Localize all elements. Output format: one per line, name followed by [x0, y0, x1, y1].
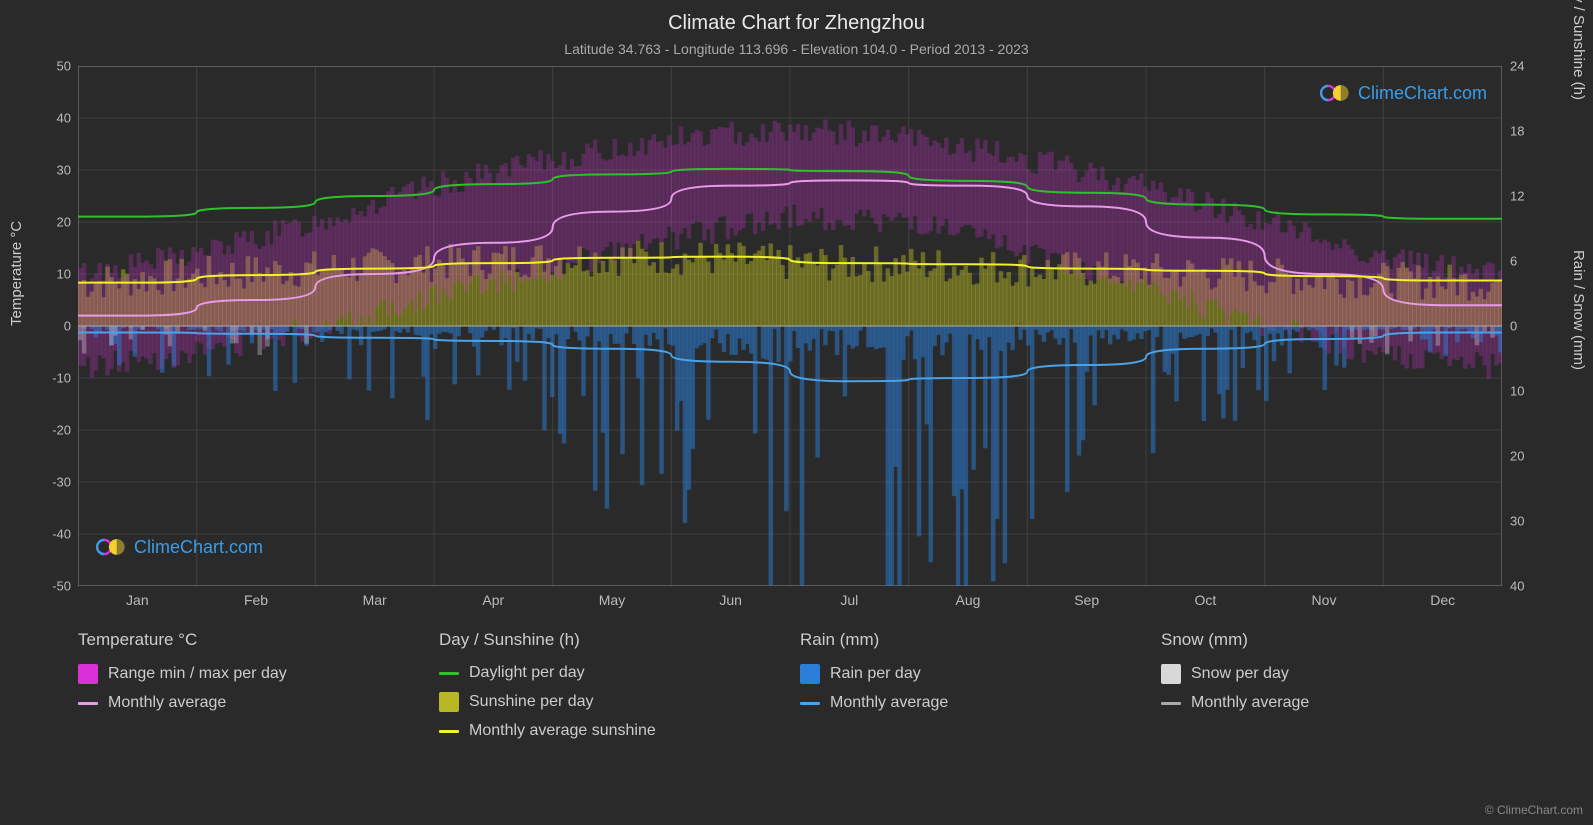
legend-item: Snow per day — [1161, 664, 1502, 684]
x-tick-month: Nov — [1312, 592, 1337, 608]
y-tick-right: 40 — [1510, 579, 1550, 594]
legend-label: Monthly average — [108, 694, 226, 712]
legend-item: Daylight per day — [439, 664, 780, 682]
x-tick-month: Sep — [1074, 592, 1099, 608]
legend-label: Monthly average — [1191, 694, 1309, 712]
legend-swatch — [78, 702, 98, 705]
legend-label: Monthly average — [830, 694, 948, 712]
y-tick-left: -30 — [11, 475, 71, 490]
watermark-logo-icon — [1320, 82, 1352, 104]
legend-label: Sunshine per day — [469, 693, 594, 711]
plot-svg — [78, 66, 1502, 586]
x-tick-month: May — [599, 592, 625, 608]
legend-title: Snow (mm) — [1161, 630, 1502, 650]
legend-item: Monthly average — [1161, 694, 1502, 712]
legend-group: Rain (mm) Rain per day Monthly average — [800, 630, 1141, 740]
watermark-text: ClimeChart.com — [1358, 83, 1487, 104]
y-tick-right: 12 — [1510, 189, 1550, 204]
legend-swatch — [800, 702, 820, 705]
legend-title: Rain (mm) — [800, 630, 1141, 650]
y-tick-left: -50 — [11, 579, 71, 594]
y-tick-left: 10 — [11, 267, 71, 282]
y-tick-left: 50 — [11, 59, 71, 74]
y-axis-right-top-label: Day / Sunshine (h) — [1570, 0, 1587, 100]
y-tick-right: 30 — [1510, 514, 1550, 529]
legend-title: Day / Sunshine (h) — [439, 630, 780, 650]
y-tick-right: 24 — [1510, 59, 1550, 74]
legend-swatch — [1161, 664, 1181, 684]
legend-swatch — [78, 664, 98, 684]
chart-title: Climate Chart for Zhengzhou — [0, 0, 1593, 35]
watermark-text: ClimeChart.com — [134, 537, 263, 558]
legend-label: Daylight per day — [469, 664, 585, 682]
legend-title: Temperature °C — [78, 630, 419, 650]
legend-item: Sunshine per day — [439, 692, 780, 712]
y-tick-right: 0 — [1510, 319, 1550, 334]
x-tick-month: Jul — [840, 592, 858, 608]
x-tick-month: Feb — [244, 592, 268, 608]
y-tick-left: -20 — [11, 423, 71, 438]
y-axis-right-bot-label: Rain / Snow (mm) — [1570, 250, 1587, 370]
legend-swatch — [439, 730, 459, 733]
y-tick-left: -40 — [11, 527, 71, 542]
legend-item: Monthly average sunshine — [439, 722, 780, 740]
y-tick-left: 40 — [11, 111, 71, 126]
legend-group: Snow (mm) Snow per day Monthly average — [1161, 630, 1502, 740]
watermark-top: ClimeChart.com — [1320, 82, 1487, 104]
y-tick-left: 0 — [11, 319, 71, 334]
y-tick-left: 30 — [11, 163, 71, 178]
legend-group: Day / Sunshine (h) Daylight per day Sunshi… — [439, 630, 780, 740]
legend-swatch — [1161, 702, 1181, 705]
climate-chart: Climate Chart for Zhengzhou Latitude 34.… — [0, 0, 1593, 825]
legend-item: Range min / max per day — [78, 664, 419, 684]
x-tick-month: Apr — [482, 592, 504, 608]
legend: Temperature °C Range min / max per day Mon… — [78, 630, 1502, 740]
legend-item: Rain per day — [800, 664, 1141, 684]
x-tick-month: Oct — [1194, 592, 1216, 608]
watermark-logo-icon — [96, 536, 128, 558]
x-tick-month: Jun — [719, 592, 742, 608]
x-tick-month: Aug — [956, 592, 981, 608]
legend-label: Snow per day — [1191, 665, 1289, 683]
plot-area — [78, 66, 1502, 586]
watermark-bottom: ClimeChart.com — [96, 536, 263, 558]
legend-label: Monthly average sunshine — [469, 722, 656, 740]
y-tick-right: 18 — [1510, 124, 1550, 139]
legend-item: Monthly average — [800, 694, 1141, 712]
legend-swatch — [439, 672, 459, 675]
copyright: © ClimeChart.com — [1485, 803, 1583, 817]
legend-group: Temperature °C Range min / max per day Mon… — [78, 630, 419, 740]
y-tick-right: 10 — [1510, 384, 1550, 399]
y-tick-right: 6 — [1510, 254, 1550, 269]
legend-swatch — [439, 692, 459, 712]
y-tick-right: 20 — [1510, 449, 1550, 464]
x-tick-month: Dec — [1430, 592, 1455, 608]
legend-swatch — [800, 664, 820, 684]
legend-item: Monthly average — [78, 694, 419, 712]
y-tick-left: -10 — [11, 371, 71, 386]
chart-subtitle: Latitude 34.763 - Longitude 113.696 - El… — [0, 35, 1593, 57]
legend-label: Range min / max per day — [108, 665, 287, 683]
x-tick-month: Mar — [363, 592, 387, 608]
x-tick-month: Jan — [126, 592, 149, 608]
y-tick-left: 20 — [11, 215, 71, 230]
legend-label: Rain per day — [830, 665, 921, 683]
